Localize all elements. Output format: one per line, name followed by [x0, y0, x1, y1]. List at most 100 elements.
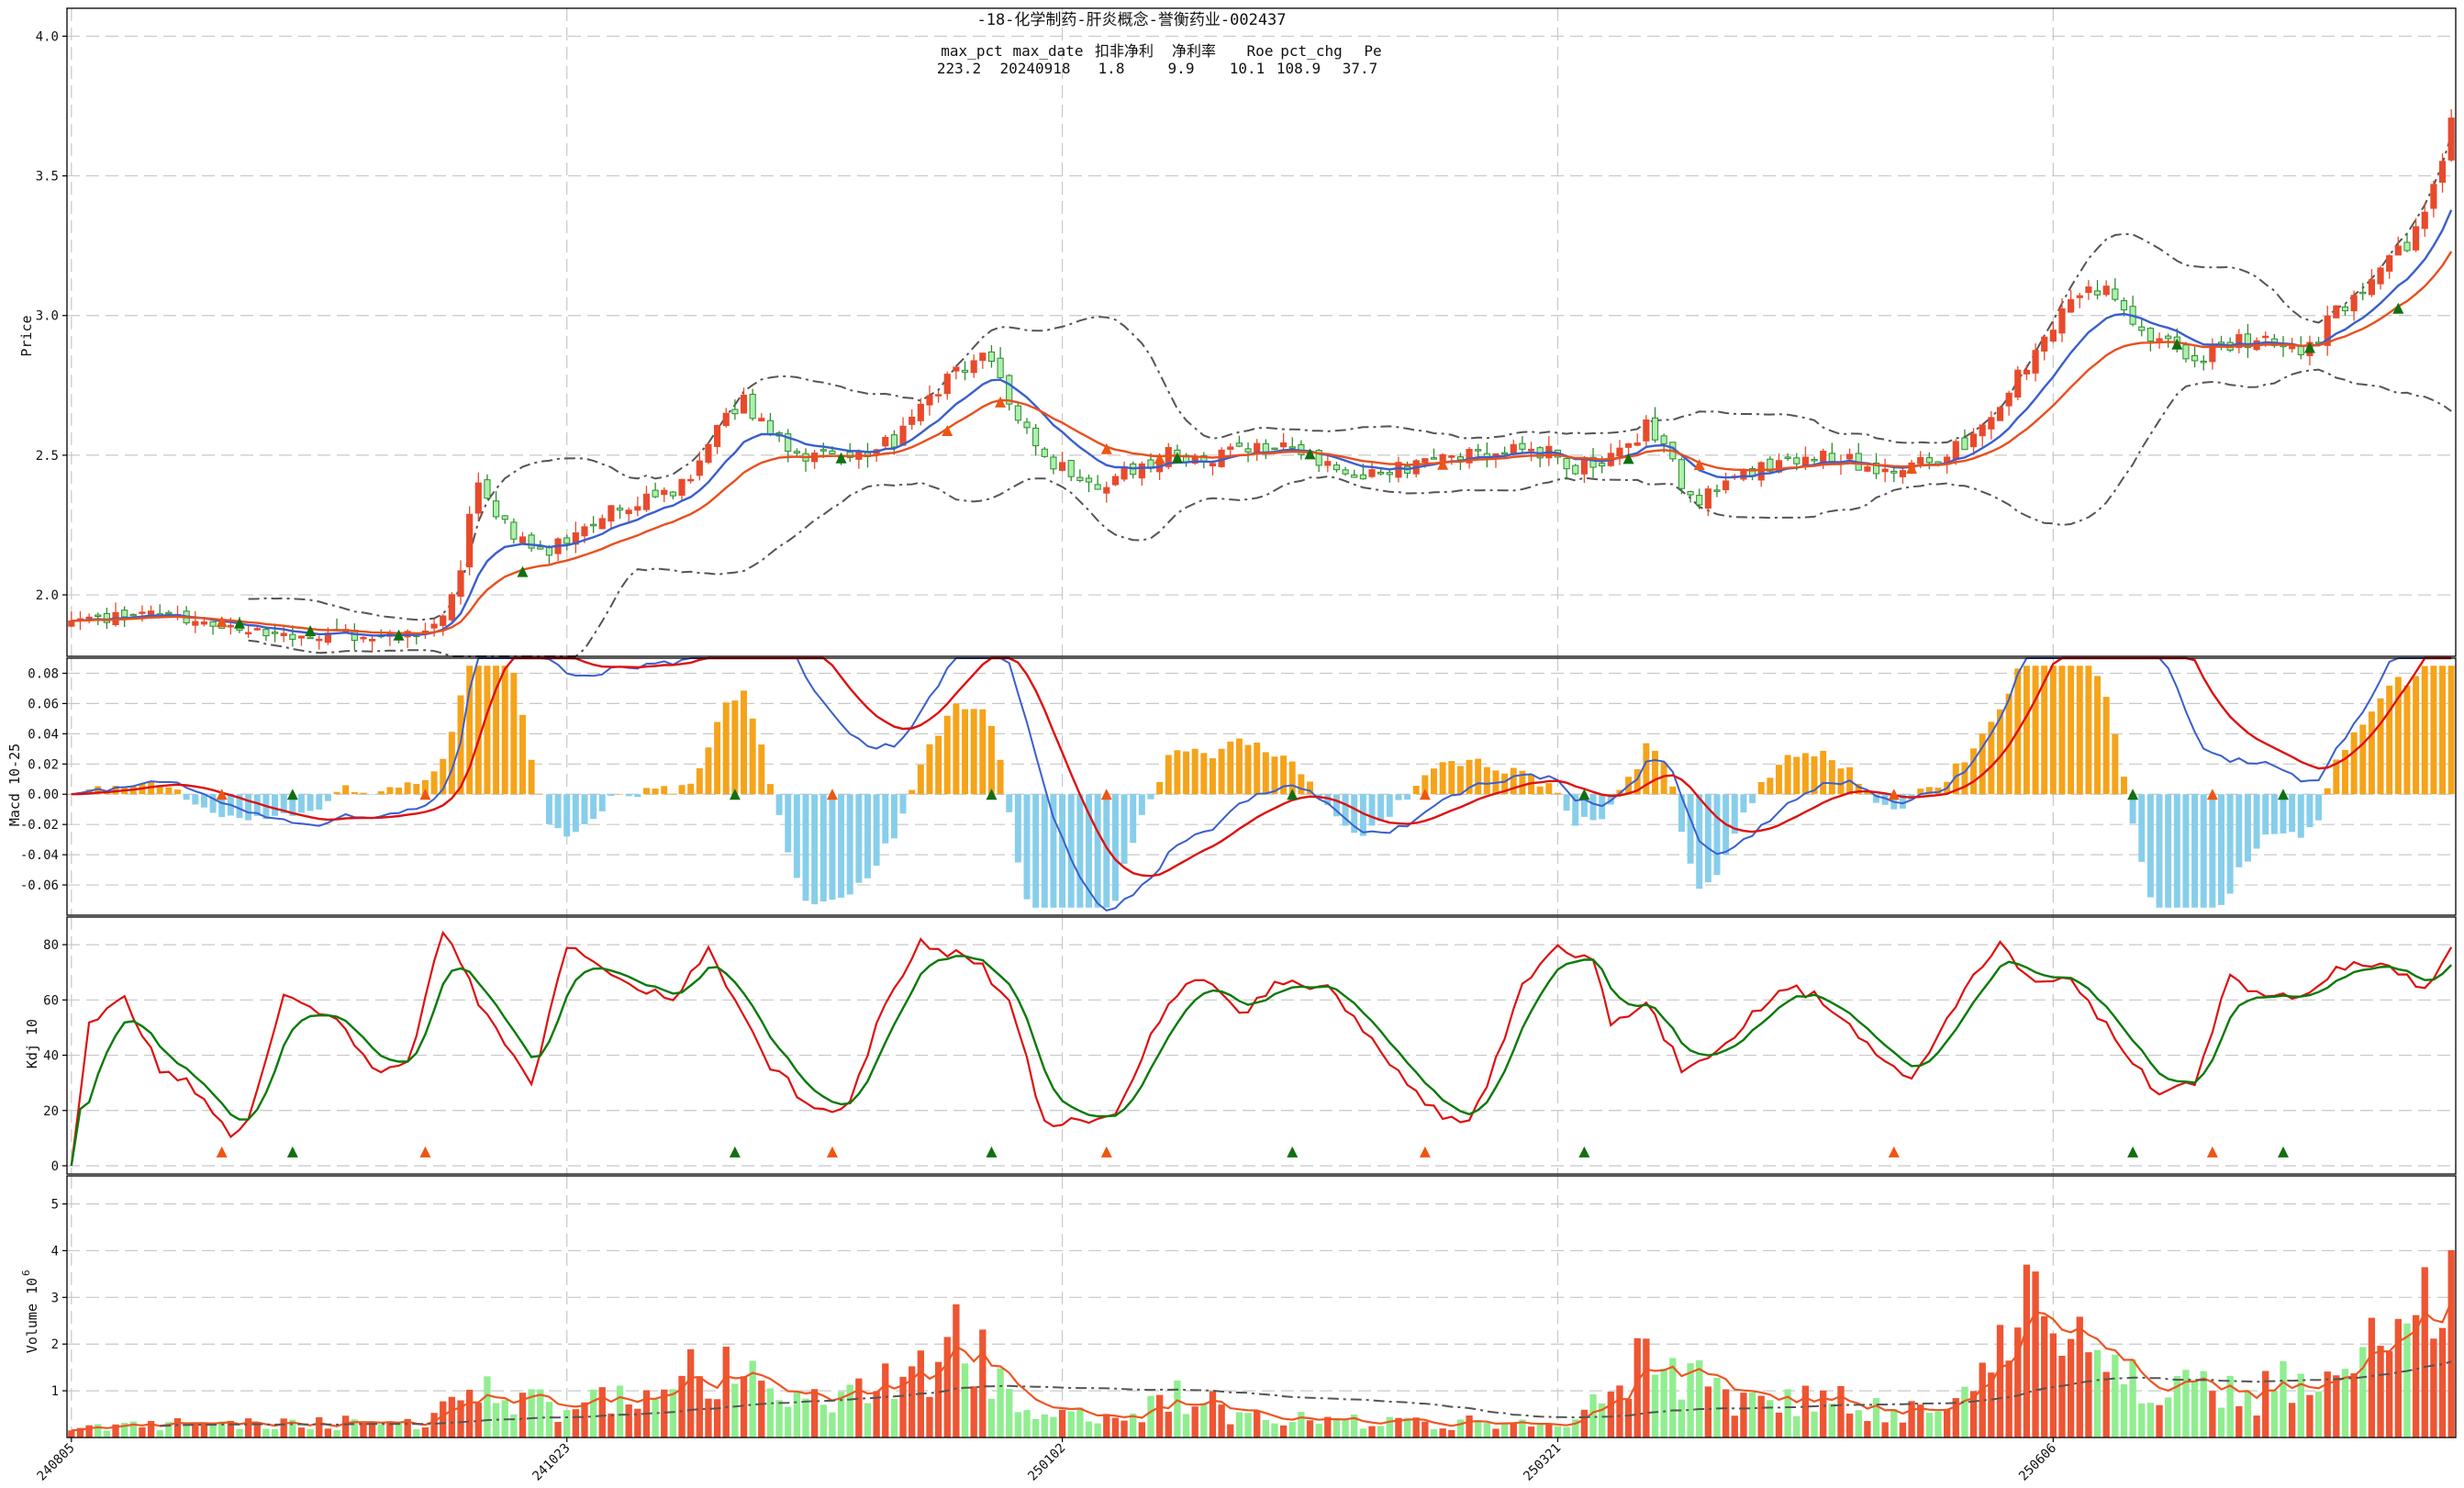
volume-bar — [2005, 1360, 2012, 1438]
volume-bar — [1624, 1398, 1633, 1438]
volume-bar — [987, 1398, 996, 1438]
candle-body — [2262, 335, 2269, 339]
volume-bar — [1820, 1390, 1827, 1438]
kdj-frame — [66, 916, 2457, 1175]
volume-bar — [1067, 1411, 1075, 1438]
volume-bar — [943, 1337, 951, 1438]
candle-body — [909, 416, 916, 425]
candle-body — [1377, 471, 1385, 475]
grid-lines — [67, 8, 2456, 1438]
candle-body — [85, 616, 93, 620]
volume-bar — [1165, 1411, 1172, 1438]
volume-bar — [528, 1389, 535, 1438]
volume-bar — [2421, 1267, 2428, 1438]
volume-bar — [2032, 1271, 2039, 1438]
candle-body — [2032, 350, 2039, 374]
candle-body — [1501, 452, 1509, 455]
volume-bar — [625, 1404, 632, 1438]
volume-bar — [1050, 1416, 1057, 1438]
volume-bar — [2049, 1333, 2057, 1438]
volume-bar — [1757, 1395, 1765, 1438]
volume-bar — [68, 1430, 75, 1438]
candle-body — [2200, 360, 2207, 364]
volume-bar — [1041, 1414, 1048, 1438]
kdj-ytick-label: 60 — [43, 993, 59, 1008]
stats-value: 37.7 — [1343, 60, 1378, 77]
volume-bar — [2333, 1375, 2340, 1438]
macd-histogram-bar — [1917, 789, 1924, 795]
candle-body — [652, 489, 659, 498]
macd-histogram-bar — [1076, 794, 1084, 908]
candle-body — [987, 351, 996, 363]
volume-bar — [112, 1424, 119, 1438]
macd-histogram-bar — [1970, 748, 1978, 795]
volume-ylabel: Volume 10 6 — [20, 1270, 40, 1353]
volume-bar — [2067, 1338, 2075, 1438]
macd-histogram-bar — [785, 794, 792, 853]
macd-histogram-bar — [2244, 794, 2251, 862]
volume-bar — [227, 1420, 235, 1438]
macd-histogram-bar — [625, 794, 632, 797]
macd-histogram-bar — [1200, 753, 1208, 795]
volume-bar — [1475, 1419, 1482, 1438]
macd-histogram-bar — [501, 666, 508, 795]
candle-body — [1475, 449, 1482, 452]
volume-ma-line — [71, 1301, 2453, 1432]
volume-bar — [324, 1428, 332, 1438]
macd-sell-marker — [1888, 789, 1900, 800]
volume-bar — [297, 1427, 306, 1438]
macd-histogram-bar — [2386, 685, 2393, 795]
candle-body — [1925, 457, 1933, 464]
macd-histogram-bar — [1191, 748, 1199, 795]
volume-bar — [1669, 1358, 1677, 1438]
candle-body — [1103, 487, 1110, 494]
volume-bar — [1855, 1410, 1862, 1438]
candle-body — [1006, 375, 1013, 405]
volume-bar — [1094, 1423, 1101, 1438]
candle-body — [696, 460, 703, 476]
volume-bar — [2244, 1390, 2252, 1438]
macd-histogram-bar — [1589, 794, 1597, 821]
volume-bar — [970, 1386, 977, 1438]
volume-bar — [1014, 1412, 1022, 1438]
volume-bar — [1536, 1425, 1544, 1438]
volume-bar — [634, 1408, 641, 1438]
candle-body — [581, 526, 588, 537]
volume-bar — [1422, 1421, 1429, 1438]
volume-bar — [1174, 1380, 1181, 1438]
candle-body — [2093, 290, 2102, 296]
macd-histogram-bar — [1483, 766, 1490, 795]
volume-bar — [1908, 1401, 1915, 1438]
volume-bar — [510, 1414, 518, 1438]
sell-marker — [216, 616, 228, 628]
volume-bar — [1969, 1391, 1978, 1438]
volume-bar — [1227, 1424, 1234, 1438]
volume-bar — [1952, 1398, 1959, 1438]
candle-body — [1979, 424, 1986, 437]
macd-histogram-bar — [1288, 761, 1296, 795]
macd-buy-marker — [986, 789, 998, 800]
volume-bar — [934, 1361, 942, 1438]
candle-body — [430, 623, 438, 629]
macd-histogram-bar — [608, 794, 615, 797]
macd-histogram-bar — [209, 794, 217, 813]
candle-body — [1633, 442, 1641, 446]
volume-bar — [1351, 1414, 1358, 1438]
volume-bar — [802, 1398, 809, 1438]
candle-body — [997, 357, 1004, 378]
candle-body — [484, 479, 491, 499]
candle-body — [1952, 441, 1959, 460]
volume-bar — [200, 1423, 208, 1438]
candle-body — [2005, 392, 2012, 407]
macd-histogram-bar — [2085, 666, 2092, 795]
volume-bar — [1864, 1421, 1871, 1438]
macd-histogram-bar — [386, 787, 394, 795]
macd-histogram-bar — [2182, 794, 2190, 908]
candle-body — [740, 394, 748, 414]
macd-histogram-bar — [1244, 744, 1252, 795]
kdj-k-line — [70, 930, 2453, 1167]
macd-histogram-bar — [687, 783, 695, 795]
volume-bar — [1244, 1413, 1252, 1438]
volume-bar — [1483, 1423, 1491, 1438]
macd-buy-marker — [729, 789, 741, 800]
